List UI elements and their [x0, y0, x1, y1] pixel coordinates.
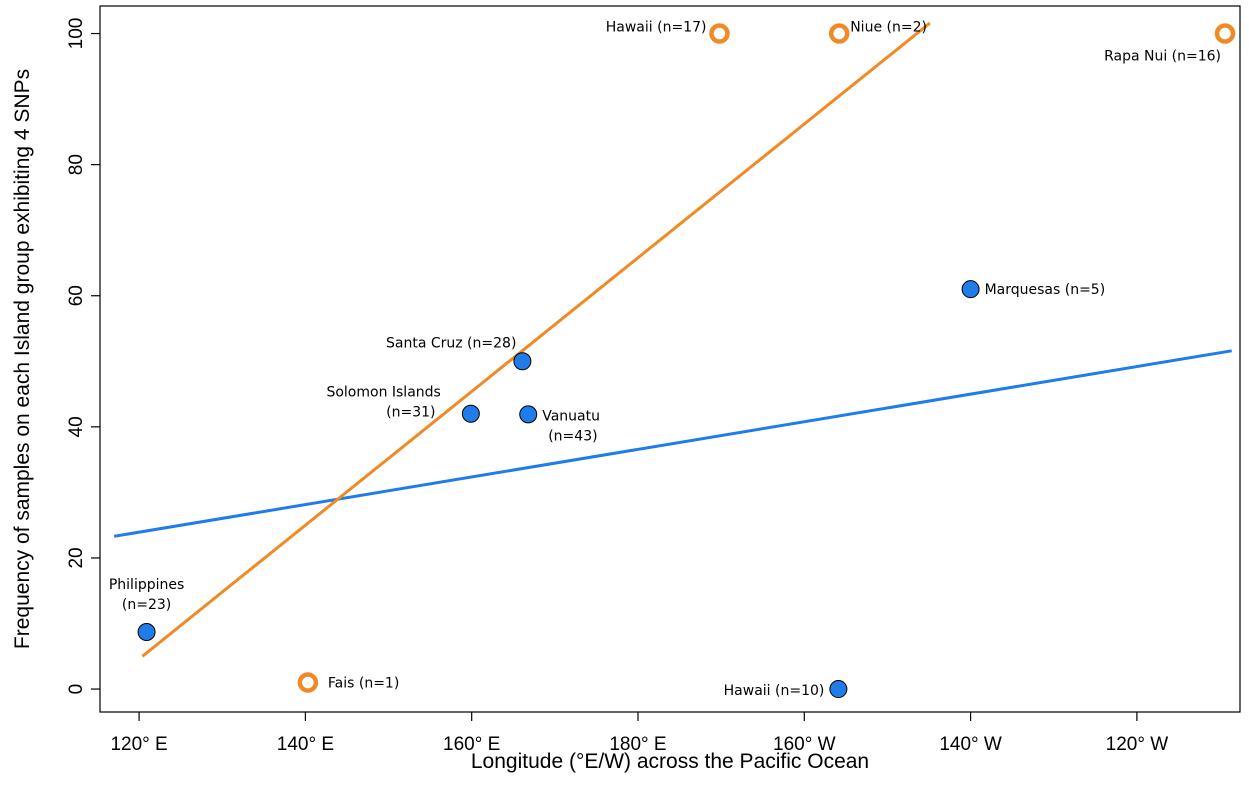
x-axis: 120° E 140° E 160° E 180° E 160° W 140° W 120°… — [110, 712, 1168, 755]
data-label: Hawaii (n=17) — [606, 20, 707, 36]
x-tick-label: 140° E — [277, 734, 334, 755]
x-tick-label: 120° W — [1106, 734, 1169, 755]
data-point — [829, 680, 848, 699]
trendlines — [113, 21, 1232, 658]
data-label: Rapa Nui (n=16) — [1104, 49, 1221, 65]
data-label: Marquesas (n=5) — [985, 282, 1106, 298]
data-label: Vanuatu (n=43) — [542, 408, 600, 444]
plot-frame — [99, 5, 1241, 713]
y-tick-label: 100 — [66, 18, 87, 50]
y-tick-label: 40 — [66, 416, 87, 437]
y-tick-label: 60 — [66, 285, 87, 306]
x-axis-title: Longitude (°E/W) across the Pacific Ocea… — [471, 750, 869, 773]
data-label: Hawaii (n=10) — [724, 683, 825, 699]
y-axis: 0 20 40 60 80 100 — [66, 18, 100, 695]
trendline-series-0 — [113, 349, 1232, 538]
x-tick-label: 180° E — [609, 734, 666, 755]
data-label: Santa Cruz (n=28) — [386, 335, 516, 351]
y-tick-label: 80 — [66, 154, 87, 175]
data-point — [519, 405, 538, 424]
x-tick-label: 160° W — [773, 734, 836, 755]
data-points — [137, 23, 1236, 699]
y-tick-label: 0 — [66, 684, 87, 695]
data-point — [961, 280, 980, 299]
point-labels: Philippines (n=23) Solomon Islands (n=31) Sa… — [109, 20, 1221, 700]
data-point — [709, 23, 730, 44]
data-point — [137, 623, 156, 642]
data-point — [1214, 23, 1236, 44]
data-label: Niue (n=2) — [850, 20, 927, 36]
data-label: Solomon Islands (n=31) — [326, 385, 440, 421]
data-point — [461, 404, 480, 423]
data-point — [828, 23, 850, 44]
y-axis-title: Frequency of samples on each Island grou… — [11, 69, 34, 649]
data-label: Philippines (n=23) — [109, 577, 184, 613]
trendline-series-1 — [141, 21, 931, 658]
x-tick-label: 140° W — [939, 734, 1002, 755]
x-tick-label: 160° E — [443, 734, 500, 755]
data-label: Fais (n=1) — [328, 676, 399, 692]
data-point — [297, 672, 319, 693]
data-point — [513, 352, 532, 371]
x-tick-label: 120° E — [110, 734, 167, 755]
y-tick-label: 20 — [66, 547, 87, 568]
